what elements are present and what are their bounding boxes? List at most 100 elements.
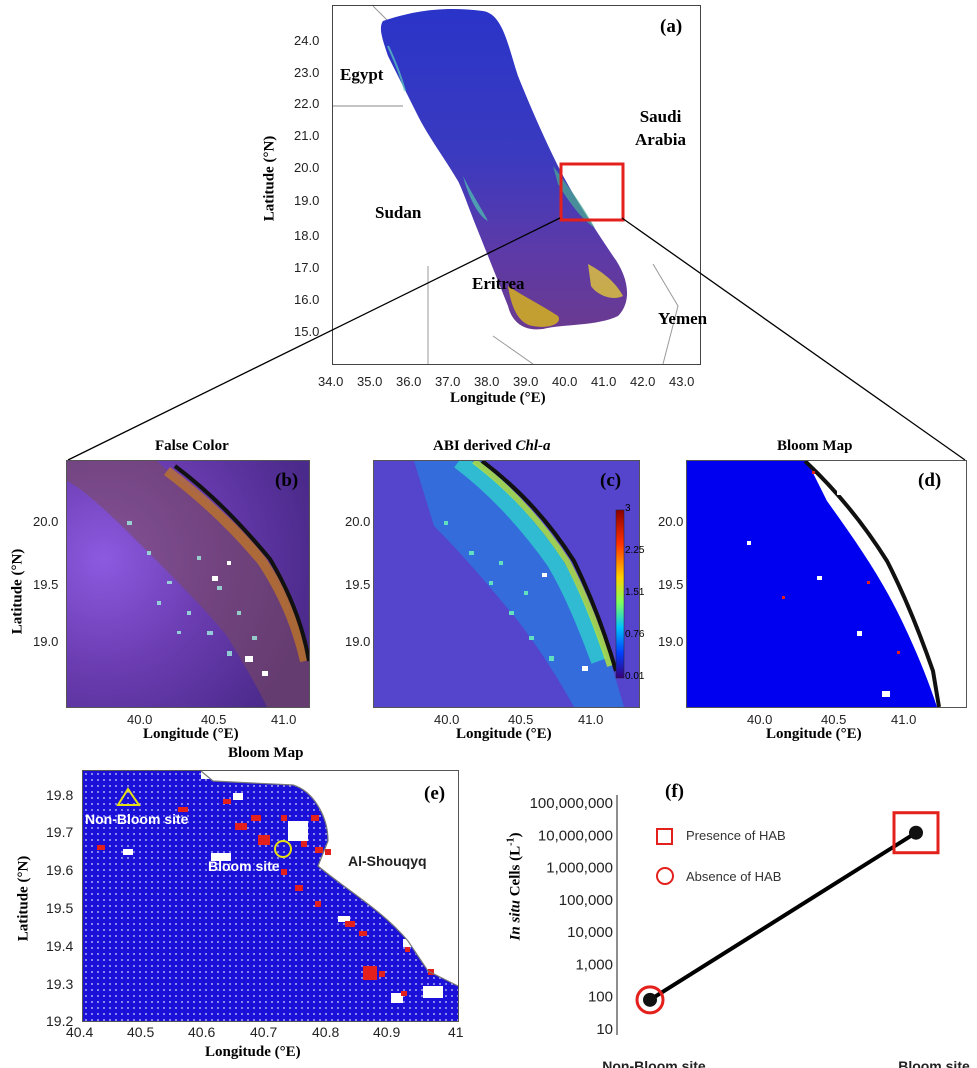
place-label: Al-Shouqyq bbox=[348, 853, 427, 869]
panel-a-image bbox=[333, 6, 679, 364]
ylabel-sup: -1 bbox=[505, 837, 517, 846]
y-tick-label: 10,000 bbox=[567, 924, 613, 941]
panel-e-ytick: 19.8 bbox=[46, 787, 74, 803]
absence-marker bbox=[635, 985, 665, 1015]
panel-e-xtick: 40.9 bbox=[373, 1024, 401, 1040]
panel-c-xtick: 40.5 bbox=[508, 712, 534, 727]
panel-b-xlabel: Longitude (°E) bbox=[143, 726, 239, 742]
panel-a-ytick: 21.0 bbox=[294, 128, 320, 143]
panel-a-xtick: 37.0 bbox=[435, 374, 461, 389]
panel-a-ytick: 22.0 bbox=[294, 96, 320, 111]
y-tick-label: 100 bbox=[588, 989, 613, 1006]
colorbar-tick: 1.51 bbox=[625, 587, 645, 598]
panel-d-xtick: 40.5 bbox=[821, 712, 847, 727]
panel-a-xtick: 40.0 bbox=[552, 374, 578, 389]
panel-e-xtick: 41 bbox=[448, 1024, 464, 1040]
panel-f-ylabel: In situ Cells (L-1) bbox=[506, 812, 525, 962]
bloom-site-label: Bloom site bbox=[208, 858, 280, 874]
country-label-saudi: Saudi Arabia bbox=[635, 107, 686, 149]
panel-d-xtick: 40.0 bbox=[747, 712, 773, 727]
panel-d-tag: (d) bbox=[918, 470, 942, 491]
series-line bbox=[648, 831, 918, 1002]
panel-b-title: False Color bbox=[155, 438, 229, 454]
panel-d-image bbox=[687, 461, 966, 707]
panel-f-tag: (f) bbox=[665, 781, 684, 802]
panel-b-ylabel: Latitude (°N) bbox=[9, 548, 26, 635]
country-label-sudan: Sudan bbox=[375, 203, 422, 222]
panel-a-ytick: 23.0 bbox=[294, 65, 320, 80]
panel-f-chart: 100,000,000 10,000,000 1,000,000 100,000 10,… bbox=[530, 795, 970, 1068]
panel-c-xtick: 40.0 bbox=[434, 712, 460, 727]
ylabel-rest: Cells (L bbox=[507, 845, 524, 901]
panel-c-map bbox=[373, 460, 640, 708]
panel-a-ytick: 19.0 bbox=[294, 193, 320, 208]
panel-b-ytick: 19.5 bbox=[33, 577, 59, 592]
panel-a-tag: (a) bbox=[660, 16, 683, 37]
colorbar-tick: 0.76 bbox=[625, 629, 645, 640]
panel-a-ytick: 24.0 bbox=[294, 33, 320, 48]
legend-presence-label: Presence of HAB bbox=[686, 828, 786, 843]
panel-e-ytick: 19.5 bbox=[46, 900, 74, 916]
panel-a-xtick: 34.0 bbox=[318, 374, 344, 389]
panel-e-ytick: 19.2 bbox=[46, 1013, 74, 1029]
y-tick-label: 1,000 bbox=[575, 956, 613, 973]
panel-d-ytick: 19.0 bbox=[658, 634, 684, 649]
data-point bbox=[643, 992, 657, 1007]
panel-d-title: Bloom Map bbox=[777, 438, 853, 454]
panel-d-ytick: 19.5 bbox=[658, 577, 684, 592]
panel-a-xtick: 43.0 bbox=[669, 374, 695, 389]
panel-e-xtick: 40.4 bbox=[66, 1024, 94, 1040]
y-tick-label: 10,000,000 bbox=[538, 827, 613, 844]
panel-b-map bbox=[66, 460, 310, 708]
panel-e-map bbox=[82, 770, 459, 1022]
panel-c-title-prefix: ABI derived bbox=[433, 438, 516, 454]
colorbar-tick: 0.01 bbox=[625, 671, 645, 682]
panel-a-xtick: 38.0 bbox=[474, 374, 500, 389]
y-tick-label: 10 bbox=[596, 1021, 613, 1038]
country-label-eritrea: Eritrea bbox=[472, 274, 525, 293]
panel-c-tag: (c) bbox=[600, 470, 622, 491]
panel-a-xlabel: Longitude (°E) bbox=[450, 390, 546, 406]
panel-c-image bbox=[374, 461, 639, 707]
y-tick-label: 100,000,000 bbox=[530, 795, 613, 812]
panel-e-ytick: 19.3 bbox=[46, 976, 74, 992]
colorbar-tick: 2.25 bbox=[625, 545, 645, 556]
panel-a-xtick: 35.0 bbox=[357, 374, 383, 389]
panel-a-ytick: 18.0 bbox=[294, 228, 320, 243]
y-tick-label: 100,000 bbox=[559, 892, 613, 909]
panel-b-xtick: 41.0 bbox=[271, 712, 297, 727]
x-category-label: Non-Bloom site bbox=[602, 1058, 706, 1068]
panel-a-map bbox=[332, 5, 701, 365]
panel-d-xtick: 41.0 bbox=[891, 712, 917, 727]
panel-e-xlabel: Longitude (°E) bbox=[205, 1044, 301, 1060]
panel-b-xtick: 40.5 bbox=[201, 712, 227, 727]
panel-e-ylabel: Latitude (°N) bbox=[15, 855, 32, 942]
panel-d-xlabel: Longitude (°E) bbox=[766, 726, 862, 742]
panel-c-ytick: 19.0 bbox=[345, 634, 371, 649]
panel-c-ytick: 19.5 bbox=[345, 577, 371, 592]
panel-d-ytick: 20.0 bbox=[658, 514, 684, 529]
panel-e-xtick: 40.7 bbox=[250, 1024, 278, 1040]
panel-b-tag: (b) bbox=[275, 470, 299, 491]
zoom-connector-lines bbox=[67, 217, 966, 461]
country-label-yemen: Yemen bbox=[658, 309, 708, 328]
colorbar-tick: 3 bbox=[625, 503, 631, 514]
panel-e-xtick: 40.8 bbox=[312, 1024, 340, 1040]
panel-e-xtick: 40.5 bbox=[127, 1024, 155, 1040]
panel-e-ytick: 19.6 bbox=[46, 862, 74, 878]
ylabel-italic: In situ bbox=[507, 900, 524, 941]
panel-a-xtick: 42.0 bbox=[630, 374, 656, 389]
x-category-label: Bloom site bbox=[898, 1058, 970, 1068]
panel-a-ytick: 17.0 bbox=[294, 260, 320, 275]
nonbloom-site-label: Non-Bloom site bbox=[85, 811, 189, 827]
panel-a-xtick: 36.0 bbox=[396, 374, 422, 389]
panel-e-xtick: 40.6 bbox=[188, 1024, 216, 1040]
panel-e-title: Bloom Map bbox=[228, 745, 304, 761]
panel-d-map bbox=[686, 460, 967, 708]
legend-absence-symbol bbox=[656, 867, 674, 885]
y-tick-label: 1,000,000 bbox=[546, 860, 613, 877]
panel-a-ytick: 16.0 bbox=[294, 292, 320, 307]
panel-b-xtick: 40.0 bbox=[127, 712, 153, 727]
country-label-egypt: Egypt bbox=[340, 65, 384, 84]
legend-absence-label: Absence of HAB bbox=[686, 869, 782, 884]
